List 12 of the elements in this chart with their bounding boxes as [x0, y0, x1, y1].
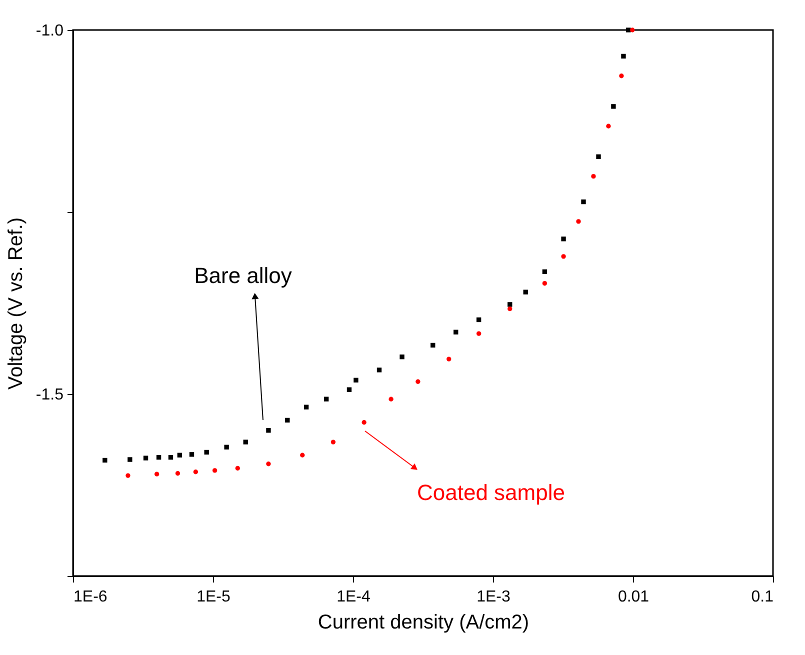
y-tick-label: -1.5: [36, 386, 64, 404]
x-tick-label: 1E-6: [74, 588, 108, 606]
x-tick-label: 1E-3: [476, 588, 510, 606]
y-tick-label: -1.0: [36, 22, 64, 40]
x-tick-label: 1E-4: [336, 588, 370, 606]
y-axis-title: Voltage (V vs. Ref.): [4, 217, 27, 390]
x-axis-title: Current density (A/cm2): [318, 612, 530, 634]
annotation: Coated sample: [417, 480, 565, 505]
x-tick-label: 0.1: [751, 588, 774, 606]
annotation: Bare alloy: [194, 263, 292, 288]
x-tick-label: 0.01: [618, 588, 650, 606]
x-tick-label: 1E-5: [196, 588, 230, 606]
